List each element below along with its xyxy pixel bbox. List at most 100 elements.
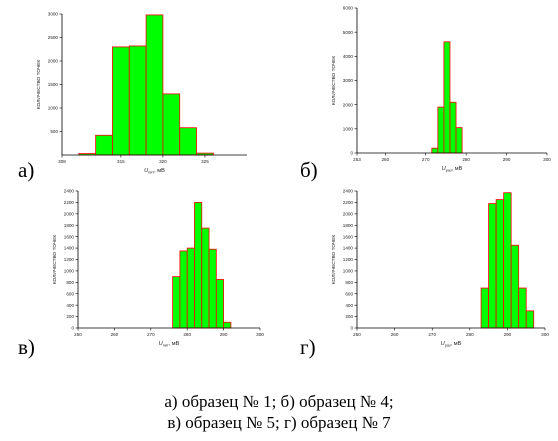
y-tick-label: 1000 [343, 269, 354, 274]
figure-caption-line-2: в) образец № 5; г) образец № 7 [167, 413, 391, 432]
histogram-bar-c-7 [223, 321, 232, 329]
x-tick-label: 280 [462, 157, 470, 162]
histogram-bar-b-0 [431, 147, 439, 154]
histogram-panel-d: 250 260 270 280 290 300 0 200 400 600 800 1000 1200 1… [279, 185, 558, 360]
y-tick-label: 1000 [48, 106, 59, 111]
y-axis-label: КОЛИЧЕСТВО ТОЧЕК [331, 56, 337, 105]
y-axis-label: КОЛИЧЕСТВО ТОЧЕК [331, 235, 337, 284]
y-tick-label: 1400 [343, 246, 354, 251]
panel-label-d: г) [300, 335, 316, 359]
y-tick-label: 200 [66, 314, 74, 319]
histogram-bar-d-4 [510, 244, 520, 329]
histogram-bar-a-6 [179, 127, 197, 156]
x-axis-label: Uраз, мВ [441, 341, 462, 348]
histogram-bar-d-2 [495, 199, 505, 329]
y-tick-label: 500 [50, 129, 58, 134]
y-tick-label: 2400 [343, 189, 354, 194]
y-tick-label: 2500 [48, 35, 59, 40]
histogram-bar-c-3 [194, 202, 203, 329]
histogram-bar-c-1 [179, 250, 188, 329]
x-tick-label: 260 [111, 332, 119, 337]
y-tick-label: 1800 [64, 223, 75, 228]
x-tick-label: 290 [220, 332, 228, 337]
figure-caption-line-1: а) образец № 1; б) образец № 4; [164, 392, 394, 411]
y-tick-label: 6000 [343, 6, 354, 11]
x-tick-label: 250 [74, 332, 82, 337]
y-tick-label: 1200 [64, 257, 75, 262]
x-tick-label: 260 [381, 157, 389, 162]
y-tick-label: 5000 [343, 30, 354, 35]
histogram-bar-d-0 [480, 287, 490, 329]
y-tick-label: 400 [345, 303, 353, 308]
y-tick-label: 1000 [64, 269, 75, 274]
y-tick-label: 1200 [343, 257, 354, 262]
y-tick-label: 600 [345, 291, 353, 296]
x-tick-label: 280 [466, 332, 474, 337]
y-tick-label: 400 [66, 303, 74, 308]
x-tick-label: 325 [201, 159, 209, 164]
y-tick-label: 4000 [343, 54, 354, 59]
histogram-c-plot: 250 260 270 280 290 300 0 200 400 600 800 1000 1200 1… [52, 189, 264, 348]
histogram-a-plot: 308 315 320 325 500 1000 1500 2000 2500 3000 КОЛИЧ… [36, 12, 247, 175]
x-tick-label: 300 [256, 332, 264, 337]
histogram-bar-a-4 [145, 14, 164, 156]
histogram-bar-b-3 [449, 101, 457, 154]
x-tick-label: 308 [58, 159, 66, 164]
y-axis-label: КОЛИЧЕСТВО ТОЧЕК [52, 235, 58, 284]
y-tick-label: 200 [345, 314, 353, 319]
x-tick-label: 290 [504, 332, 512, 337]
histogram-bar-d-6 [525, 310, 535, 329]
y-tick-label: 1400 [64, 246, 75, 251]
y-tick-label: 2000 [64, 211, 75, 216]
histogram-b-plot: 253 260 270 280 290 3000100020003000400050006… [331, 6, 551, 173]
y-tick-label: 2200 [343, 200, 354, 205]
histogram-d-plot: 250 260 270 280 290 300 0 200 400 600 800 1000 1200 1… [331, 189, 549, 348]
y-tick-label: 800 [66, 280, 74, 285]
panel-label-b: б) [300, 158, 318, 182]
histogram-bar-b-1 [437, 106, 445, 154]
x-tick-label: 270 [428, 332, 436, 337]
histogram-bar-d-3 [503, 192, 512, 329]
histogram-bar-a-3 [128, 45, 147, 156]
y-tick-label: 1600 [343, 234, 354, 239]
y-tick-label: 1800 [343, 223, 354, 228]
x-axis-label: Uпит, мВ [159, 341, 180, 348]
histogram-bar-c-2 [186, 247, 195, 329]
histogram-panel-a: 308 315 320 325 500 1000 1500 2000 2500 3000 КОЛИЧ… [0, 0, 279, 185]
y-tick-label: 2000 [343, 211, 354, 216]
y-tick-label: 1600 [64, 234, 75, 239]
x-tick-label: 270 [422, 157, 430, 162]
y-tick-label: 2400 [64, 189, 75, 194]
histogram-bar-a-2 [112, 46, 130, 156]
histogram-bar-a-5 [162, 93, 181, 156]
panel-label-a: а) [18, 158, 35, 182]
y-tick-label: 0 [350, 326, 353, 331]
histogram-bar-a-1 [95, 134, 113, 156]
panel-label-c: в) [18, 335, 35, 359]
y-tick-label: 2000 [48, 59, 59, 64]
histogram-bar-d-5 [518, 287, 527, 329]
histogram-bar-c-5 [208, 248, 217, 329]
y-tick-label: 2000 [343, 102, 354, 107]
histogram-panel-b: 253 260 270 280 290 300 0 1000 2000 3000 4000 5000 6… [279, 0, 558, 185]
x-tick-label: 300 [543, 157, 551, 162]
x-tick-label: 260 [391, 332, 399, 337]
histogram-bar-c-4 [201, 227, 210, 329]
x-tick-label: 320 [159, 159, 167, 164]
histogram-bar-c-6 [215, 279, 225, 329]
histogram-bar-b-2 [443, 41, 451, 154]
x-tick-label: 270 [147, 332, 155, 337]
x-tick-label: 300 [541, 332, 549, 337]
histogram-bar-b-4 [455, 127, 463, 154]
x-axis-label: Uраз, мВ [442, 166, 463, 173]
y-tick-label: 3000 [343, 78, 354, 83]
x-tick-label: 280 [183, 332, 191, 337]
x-tick-label: 253 [353, 157, 361, 162]
histogram-bar-c-0 [172, 276, 181, 329]
y-axis-label: КОЛИЧЕСТВО ТОЧЕК [36, 60, 42, 109]
x-tick-label: 290 [503, 157, 511, 162]
y-tick-label: 800 [345, 280, 353, 285]
x-tick-label: 250 [353, 332, 361, 337]
y-tick-label: 3000 [48, 12, 59, 17]
